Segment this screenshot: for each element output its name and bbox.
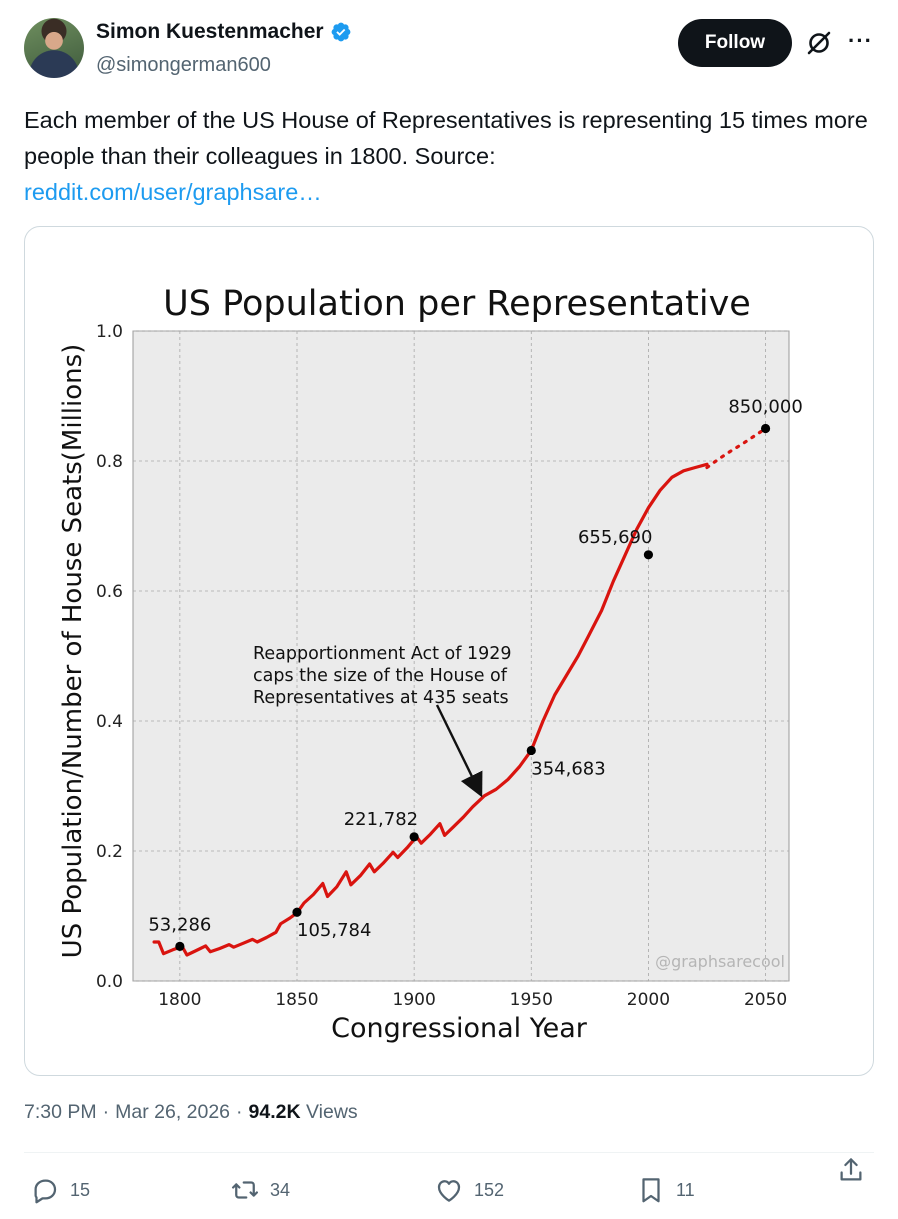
follow-button[interactable]: Follow xyxy=(678,19,792,67)
x-tick-label: 1950 xyxy=(510,990,553,1010)
share-icon xyxy=(840,1158,862,1181)
y-tick-label: 1.0 xyxy=(96,322,123,342)
grok-icon[interactable] xyxy=(805,29,833,57)
repost-icon xyxy=(232,1181,258,1199)
data-point-label: 655,690 xyxy=(578,527,652,548)
watermark: @graphsarecool xyxy=(655,952,785,971)
data-point-marker xyxy=(409,832,419,842)
tweet-text: Each member of the US House of Represent… xyxy=(24,107,868,169)
x-tick-label: 2050 xyxy=(744,990,787,1010)
y-tick-label: 0.8 xyxy=(96,452,123,472)
like-count: 152 xyxy=(474,1179,505,1200)
data-point-label: 105,784 xyxy=(297,920,371,941)
meta-separator: · xyxy=(102,1101,110,1123)
views-label: Views xyxy=(306,1101,358,1123)
avatar[interactable] xyxy=(24,18,84,78)
reply-button[interactable]: 15 xyxy=(30,1175,90,1205)
tweet-time[interactable]: 7:30 PM xyxy=(24,1101,97,1123)
plot-area xyxy=(132,330,790,982)
x-tick-label: 1850 xyxy=(275,990,318,1010)
bookmark-count: 11 xyxy=(676,1179,695,1200)
x-tick-label: 1800 xyxy=(158,990,201,1010)
annotation-arrow xyxy=(435,704,483,798)
annotation-text: caps the size of the House of xyxy=(253,666,508,686)
data-point-marker xyxy=(526,745,536,756)
data-point-label: 354,683 xyxy=(531,758,605,779)
y-tick-label: 0.4 xyxy=(96,712,123,732)
y-tick-label: 0.2 xyxy=(96,842,123,862)
annotation-text: Reapportionment Act of 1929 xyxy=(253,644,512,664)
meta-separator: · xyxy=(236,1101,243,1123)
tweet-date[interactable]: Mar 26, 2026 xyxy=(115,1101,231,1123)
reply-count: 15 xyxy=(70,1179,91,1200)
author-name-row: Simon Kuestenmacher xyxy=(96,20,352,44)
views-count: 94.2K xyxy=(248,1101,301,1123)
y-tick-label: 0.0 xyxy=(96,972,123,992)
y-axis-label: US Population/Number of House Seats(Mill… xyxy=(58,344,88,959)
display-name[interactable]: Simon Kuestenmacher xyxy=(96,20,324,43)
data-point-label: 850,000 xyxy=(728,397,802,418)
more-options-icon[interactable]: ··· xyxy=(848,28,873,53)
bookmark-button[interactable]: 11 xyxy=(636,1175,695,1205)
data-point-marker xyxy=(643,550,654,560)
like-button[interactable]: 152 xyxy=(434,1175,504,1205)
x-tick-label: 2000 xyxy=(627,990,670,1010)
series-line-actual xyxy=(152,462,709,957)
tweet-meta: 7:30 PM · Mar 26, 2026 · 94.2K Views xyxy=(24,1101,358,1124)
data-point-marker xyxy=(175,941,185,951)
chart-title: US Population per Representative xyxy=(163,284,751,324)
heart-icon xyxy=(437,1180,461,1202)
annotation-text: Representatives at 435 seats xyxy=(253,688,509,708)
data-point-marker xyxy=(292,907,302,917)
repost-button[interactable]: 34 xyxy=(230,1175,290,1205)
verified-badge-icon xyxy=(331,22,350,42)
divider xyxy=(24,1152,874,1153)
tweet-image[interactable]: 1800 1850 1900 1950 2000 2050 0.0 0.2 0.4 0.6 0.8 1… xyxy=(24,226,874,1076)
share-button[interactable] xyxy=(836,1155,866,1185)
series-line-projection xyxy=(705,426,768,470)
tweet-source-link[interactable]: reddit.com/user/graphsare… xyxy=(24,179,322,205)
reply-icon xyxy=(34,1179,57,1204)
bookmark-icon xyxy=(642,1178,660,1203)
x-tick-label: 1900 xyxy=(393,990,436,1010)
data-point-label: 53,286 xyxy=(148,914,211,935)
x-axis-label: Congressional Year xyxy=(331,1013,588,1044)
repost-count: 34 xyxy=(270,1179,291,1200)
data-point-label: 221,782 xyxy=(344,809,418,830)
data-point-marker xyxy=(760,423,771,434)
y-tick-label: 0.6 xyxy=(96,582,123,602)
population-chart: 1800 1850 1900 1950 2000 2050 0.0 0.2 0.4 0.6 0.8 1… xyxy=(58,284,803,1044)
author-handle[interactable]: @simongerman600 xyxy=(96,54,271,76)
